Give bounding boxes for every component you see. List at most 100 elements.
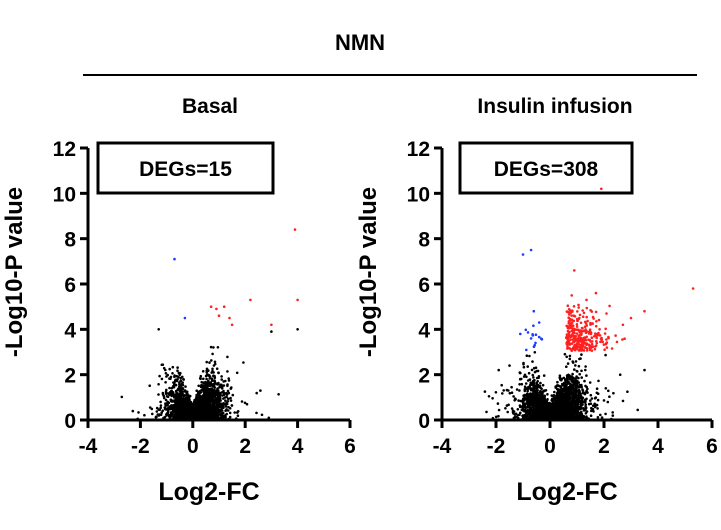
x-tick-label: -4 bbox=[79, 435, 98, 458]
point-ns bbox=[177, 417, 180, 421]
point-ns bbox=[578, 357, 581, 361]
point-ns bbox=[172, 415, 175, 419]
point-ns bbox=[186, 405, 189, 409]
point-down bbox=[526, 331, 530, 334]
point-up bbox=[569, 323, 572, 327]
point-up bbox=[576, 338, 579, 342]
point-down bbox=[173, 257, 176, 261]
point-down bbox=[534, 333, 538, 337]
point-ns bbox=[148, 384, 151, 388]
point-up bbox=[569, 334, 573, 338]
point-ns bbox=[224, 399, 227, 403]
point-ns bbox=[189, 411, 192, 414]
point-ns bbox=[194, 410, 197, 414]
point-up bbox=[586, 319, 589, 323]
point-up bbox=[578, 313, 582, 317]
point-ns bbox=[165, 413, 168, 417]
point-ns bbox=[207, 379, 210, 383]
point-ns bbox=[217, 371, 220, 375]
point-up bbox=[582, 311, 586, 315]
point-ns bbox=[267, 416, 271, 420]
point-up bbox=[610, 347, 614, 350]
point-ns bbox=[162, 396, 166, 400]
point-ns bbox=[209, 406, 212, 409]
point-ns bbox=[599, 413, 602, 417]
point-ns bbox=[517, 416, 520, 420]
point-ns bbox=[168, 386, 171, 390]
point-ns bbox=[227, 397, 230, 401]
point-down bbox=[529, 248, 533, 252]
point-ns bbox=[596, 398, 600, 402]
y-tick-label: 12 bbox=[53, 138, 76, 161]
point-ns bbox=[556, 380, 559, 384]
point-ns bbox=[155, 406, 159, 410]
point-up bbox=[575, 328, 579, 332]
point-up bbox=[573, 328, 576, 331]
point-ns bbox=[531, 360, 534, 363]
point-ns bbox=[216, 403, 219, 407]
point-down bbox=[529, 337, 533, 340]
point-ns bbox=[195, 418, 199, 422]
point-ns bbox=[206, 410, 209, 414]
point-ns bbox=[502, 389, 506, 392]
point-ns bbox=[172, 396, 176, 399]
point-ns bbox=[205, 369, 208, 373]
point-ns bbox=[155, 410, 159, 413]
y-tick-label: 2 bbox=[64, 365, 76, 388]
point-ns bbox=[203, 409, 206, 413]
point-up bbox=[577, 342, 581, 346]
point-ns bbox=[218, 397, 222, 400]
point-up bbox=[293, 228, 297, 231]
point-ns bbox=[151, 412, 154, 416]
point-ns bbox=[179, 393, 183, 397]
point-up bbox=[581, 348, 584, 352]
point-ns bbox=[595, 391, 599, 395]
point-up bbox=[590, 340, 594, 343]
point-ns bbox=[229, 396, 232, 400]
point-ns bbox=[195, 389, 198, 393]
point-ns bbox=[177, 387, 180, 390]
point-ns bbox=[211, 418, 214, 422]
point-ns bbox=[165, 388, 168, 392]
point-up bbox=[603, 332, 607, 335]
point-ns bbox=[164, 372, 168, 375]
point-ns bbox=[199, 391, 202, 394]
point-up bbox=[588, 344, 591, 348]
y-tick-label: 10 bbox=[53, 183, 76, 206]
point-ns bbox=[270, 330, 273, 333]
point-up bbox=[572, 319, 576, 323]
point-ns bbox=[607, 389, 610, 393]
point-ns bbox=[157, 328, 160, 331]
point-ns bbox=[213, 360, 217, 364]
point-ns bbox=[179, 386, 183, 390]
y-tick-label: 8 bbox=[64, 229, 76, 252]
point-ns bbox=[208, 377, 211, 380]
point-ns bbox=[195, 395, 198, 399]
point-ns bbox=[573, 368, 576, 371]
point-ns bbox=[500, 383, 504, 387]
point-ns bbox=[212, 379, 216, 383]
point-ns bbox=[224, 392, 227, 395]
point-ns bbox=[165, 402, 169, 405]
point-up bbox=[590, 342, 594, 346]
point-ns bbox=[277, 393, 280, 396]
point-ns bbox=[196, 398, 199, 402]
point-ns bbox=[589, 414, 593, 418]
deg-count-box bbox=[458, 141, 634, 195]
point-ns bbox=[162, 416, 165, 420]
y-tick-label: 6 bbox=[418, 274, 430, 297]
x-tick-label: 2 bbox=[239, 435, 251, 458]
y-tick-label: 12 bbox=[407, 138, 430, 161]
point-ns bbox=[236, 410, 240, 413]
point-up bbox=[608, 304, 611, 308]
point-ns bbox=[231, 393, 235, 397]
point-up bbox=[591, 315, 595, 319]
point-ns bbox=[212, 374, 215, 378]
point-up bbox=[228, 316, 231, 320]
point-ns bbox=[235, 417, 238, 420]
point-ns bbox=[208, 411, 212, 415]
point-ns bbox=[210, 359, 213, 362]
point-up bbox=[583, 337, 587, 341]
point-ns bbox=[582, 400, 586, 404]
